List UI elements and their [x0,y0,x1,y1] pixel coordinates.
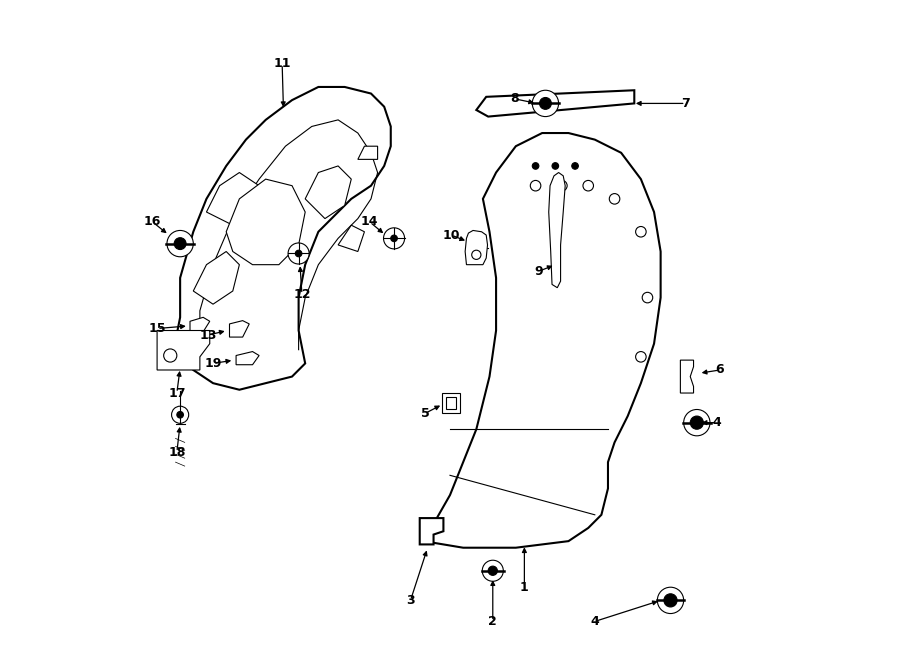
Polygon shape [424,133,661,548]
Circle shape [539,97,552,109]
Polygon shape [476,91,634,116]
Polygon shape [190,317,210,332]
Text: 5: 5 [420,407,429,420]
Text: 9: 9 [535,265,544,278]
Circle shape [690,416,704,429]
Polygon shape [206,173,259,225]
Polygon shape [236,352,259,365]
Polygon shape [338,225,364,252]
Text: 18: 18 [168,446,185,459]
Circle shape [684,409,710,436]
Circle shape [532,163,539,169]
Polygon shape [680,360,694,393]
Polygon shape [549,173,565,288]
Text: 15: 15 [148,322,166,335]
Circle shape [391,235,397,242]
Polygon shape [194,252,239,304]
Polygon shape [465,231,488,264]
Circle shape [172,407,189,423]
Circle shape [383,228,405,249]
Polygon shape [305,166,351,219]
Circle shape [176,411,184,418]
Circle shape [288,243,309,264]
Text: 13: 13 [199,329,217,342]
Text: 16: 16 [144,215,161,229]
Polygon shape [230,321,249,337]
Circle shape [664,594,677,607]
Text: 12: 12 [293,288,310,301]
Circle shape [295,251,302,256]
Text: 8: 8 [510,93,518,105]
Text: 2: 2 [489,615,497,628]
Text: 11: 11 [274,58,291,71]
Circle shape [167,231,194,256]
Polygon shape [358,146,378,159]
Polygon shape [442,393,460,412]
Circle shape [657,587,684,613]
Circle shape [175,238,186,250]
Text: 6: 6 [716,364,724,377]
Text: 4: 4 [712,416,721,429]
Text: 7: 7 [681,97,690,110]
Polygon shape [174,87,391,390]
Circle shape [482,561,503,581]
Circle shape [532,91,559,116]
Polygon shape [158,330,210,370]
Text: 4: 4 [590,615,599,628]
Circle shape [552,163,559,169]
Text: 3: 3 [406,594,415,607]
Polygon shape [419,518,444,545]
Text: 17: 17 [168,387,185,399]
Text: 10: 10 [443,229,460,241]
Text: 19: 19 [204,357,221,370]
Circle shape [572,163,579,169]
Polygon shape [226,179,305,264]
Text: 1: 1 [520,581,529,594]
Circle shape [488,566,498,575]
Text: 14: 14 [361,215,378,229]
